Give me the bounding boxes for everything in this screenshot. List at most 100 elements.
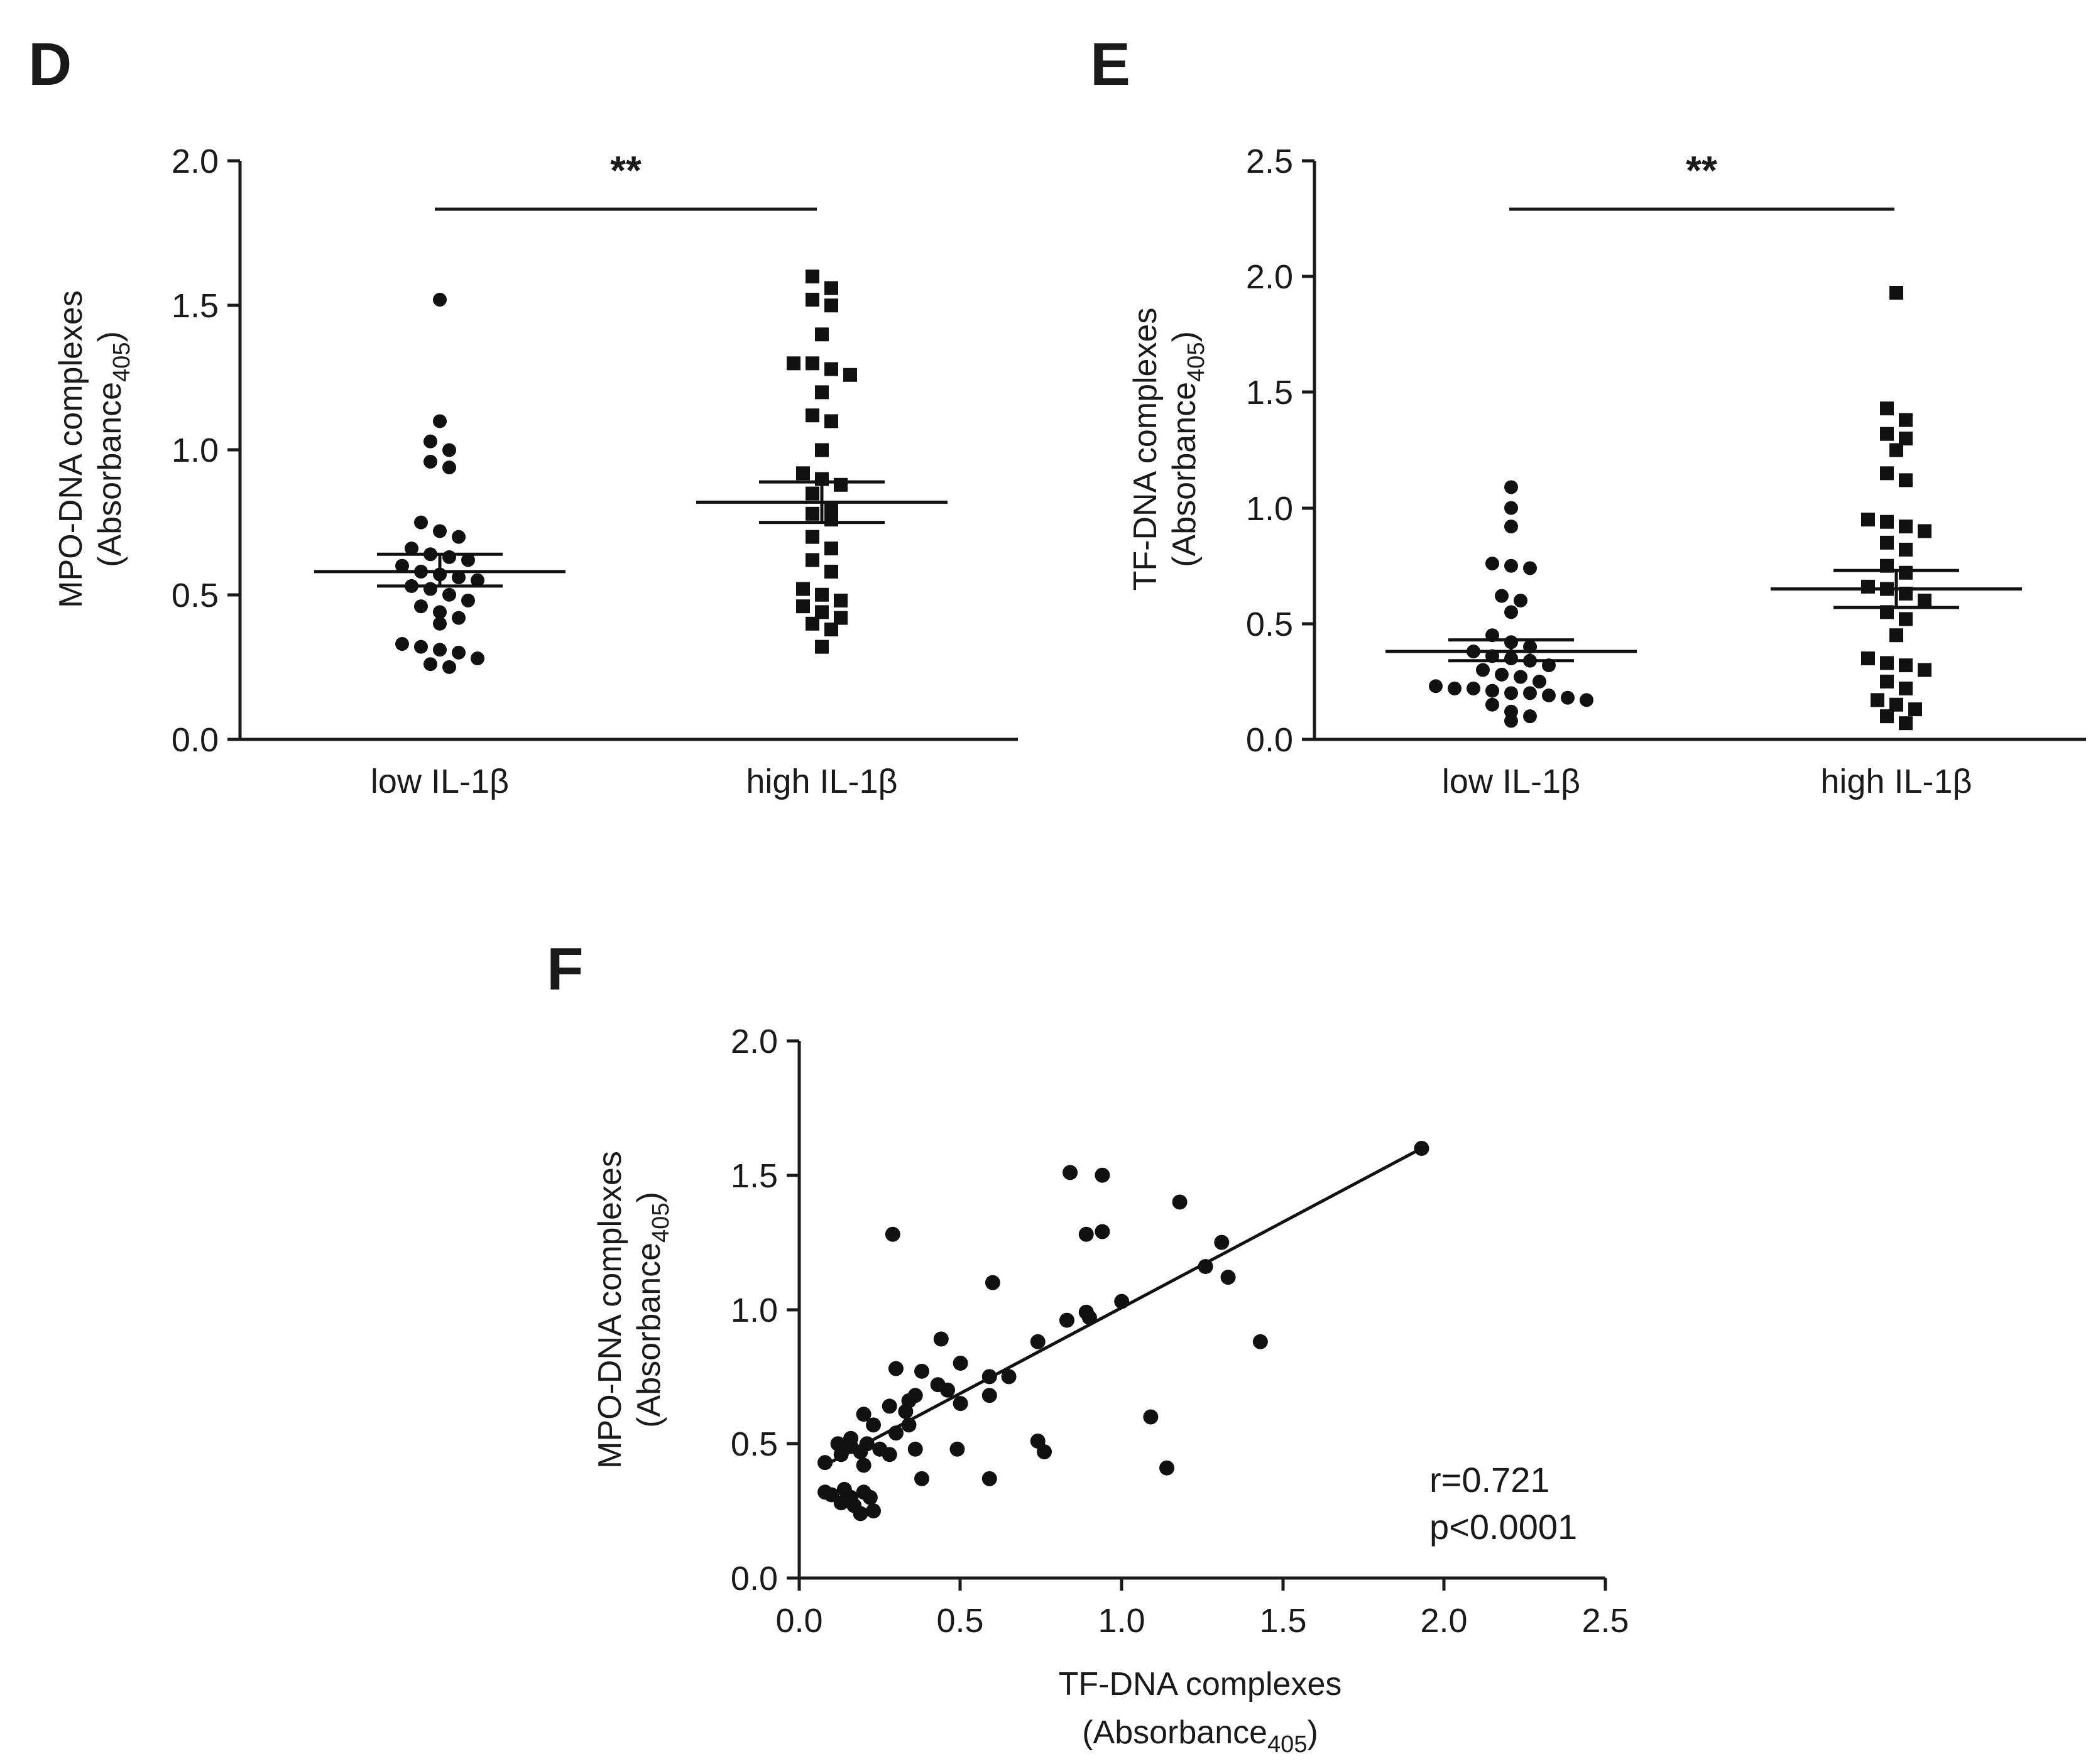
panel-e-ytick-label: 2.0	[1246, 258, 1293, 296]
panel-d-point-low	[452, 570, 466, 585]
panel-e-point-low	[1504, 714, 1518, 728]
panel-f-point	[888, 1361, 904, 1376]
panel-d-point-low	[452, 530, 466, 544]
panel-d-point-high	[806, 616, 819, 631]
panel-e-point-high	[1899, 565, 1913, 580]
panel-e-point-low	[1495, 589, 1509, 603]
panel-f-point	[1081, 1310, 1097, 1326]
panel-d-point-high	[824, 513, 838, 527]
panel-e-point-high	[1899, 413, 1913, 427]
panel-d-point-high	[806, 553, 819, 567]
panel-f-y-title-line2: (Absorbance405)	[631, 1192, 674, 1428]
panel-e-ytick-label: 1.0	[1246, 490, 1293, 528]
panel-e-point-low	[1476, 663, 1490, 677]
panel-d-point-low	[414, 599, 428, 614]
panel-d-point-low	[433, 524, 447, 538]
panel-d-point-high	[806, 408, 819, 423]
panel-e-ytick-label: 2.5	[1246, 143, 1293, 180]
panel-f: F 0.0 0.5 1.0 1.5 2.0 0.0 0.5 1.0 1.5	[547, 935, 1629, 1758]
panel-f-xtick-label: 2.0	[1420, 1602, 1467, 1640]
panel-e-point-high	[1889, 443, 1903, 457]
panel-d-point-low	[433, 414, 447, 428]
panel-f-xtick-label: 2.5	[1582, 1602, 1629, 1640]
panel-e-point-low	[1485, 683, 1499, 698]
panel-e-point-high	[1899, 473, 1913, 487]
panel-f-ytick-label: 1.0	[731, 1292, 778, 1329]
panel-f-point	[981, 1471, 997, 1486]
panel-d-point-high	[834, 477, 848, 492]
panel-e-point-low	[1523, 561, 1537, 575]
panel-f-ytick-label: 1.5	[731, 1157, 778, 1195]
panel-d-point-high	[815, 587, 829, 602]
panel-e-point-low	[1514, 670, 1527, 684]
panel-d-point-high	[824, 542, 838, 556]
panel-e-point-low	[1504, 686, 1518, 700]
panel-d-ytick-label: 0.5	[172, 577, 219, 614]
panel-d-point-low	[433, 605, 447, 619]
panel-d-point-low	[414, 640, 428, 654]
panel-e-ytick-label: 0.5	[1246, 606, 1293, 643]
panel-e-point-high	[1861, 513, 1875, 527]
panel-d-letter: D	[28, 31, 72, 98]
panel-e-y-title-line2: (Absorbance405)	[1166, 331, 1210, 567]
panel-f-point	[856, 1457, 871, 1473]
panel-d-point-high	[824, 564, 838, 579]
panel-f-point	[882, 1447, 897, 1462]
panel-d-point-low	[423, 582, 437, 596]
panel-f-point	[1198, 1259, 1213, 1275]
panel-d-ytick-label: 0.0	[172, 721, 219, 759]
panel-e-ytick-label: 1.5	[1246, 374, 1293, 411]
panel-d-xtick-high: high IL-1β	[746, 763, 897, 800]
panel-f-point	[1159, 1460, 1175, 1476]
panel-f-point	[1095, 1224, 1110, 1239]
panel-d-point-low	[433, 616, 447, 631]
panel-f-point	[1095, 1167, 1110, 1183]
panel-d-point-low	[395, 558, 409, 573]
panel-e-point-low	[1523, 686, 1537, 700]
panel-f-point	[985, 1275, 1000, 1290]
panel-d-point-low	[461, 593, 475, 607]
panel-f-point	[1001, 1369, 1017, 1385]
panel-f-xtick-label: 1.0	[1098, 1602, 1145, 1640]
panel-e-point-low	[1542, 689, 1556, 703]
panel-e-y-title: TF-DNA complexes (Absorbance405)	[1127, 308, 1210, 591]
panel-d-point-low	[442, 550, 456, 564]
panel-e-point-low	[1523, 709, 1537, 724]
panel-d-ytick-label: 2.0	[172, 143, 219, 180]
panel-f-point	[907, 1441, 923, 1457]
panel-f-point	[914, 1471, 930, 1486]
panel-e-point-high	[1899, 681, 1913, 695]
panel-d-y-title-line2: (Absorbance405)	[92, 331, 135, 567]
panel-d-point-low	[471, 651, 484, 666]
panel-f-point	[885, 1226, 900, 1242]
panel-e-xtick-high: high IL-1β	[1820, 763, 1972, 800]
panel-e-point-high	[1899, 716, 1913, 731]
panel-f-point	[1059, 1312, 1074, 1328]
panel-e-point-high	[1899, 432, 1913, 446]
panel-f-point	[853, 1444, 868, 1460]
panel-d-point-high	[787, 356, 800, 371]
panel-e-point-high	[1899, 542, 1913, 557]
panel-d-point-low	[423, 657, 437, 672]
panel-d-point-high	[824, 501, 838, 515]
panel-f-point	[1063, 1165, 1078, 1180]
panel-f-point	[898, 1403, 914, 1419]
panel-d-y-ticks: 0.0 0.5 1.0 1.5 2.0	[172, 143, 240, 759]
panel-e-point-low	[1495, 667, 1509, 682]
panel-e-point-low	[1561, 690, 1575, 705]
panel-e-xtick-low: low IL-1β	[1442, 763, 1580, 800]
panel-d-point-high	[815, 605, 829, 619]
panel-e-point-high	[1918, 524, 1931, 538]
panel-e-letter: E	[1090, 31, 1130, 98]
panel-f-r-value: r=0.721	[1429, 1460, 1550, 1500]
panel-e-point-high	[1861, 651, 1875, 666]
panel-d-point-high	[815, 443, 829, 457]
panel-f-point	[1214, 1234, 1230, 1250]
panel-f-ytick-label: 0.5	[731, 1425, 778, 1463]
panel-e-point-high	[1880, 535, 1894, 550]
panel-d-point-high	[806, 270, 819, 284]
panel-f-point	[862, 1489, 878, 1505]
panel-d-ytick-label: 1.0	[172, 432, 219, 469]
panel-f-y-title: MPO-DNA complexes (Absorbance405)	[592, 1151, 674, 1469]
